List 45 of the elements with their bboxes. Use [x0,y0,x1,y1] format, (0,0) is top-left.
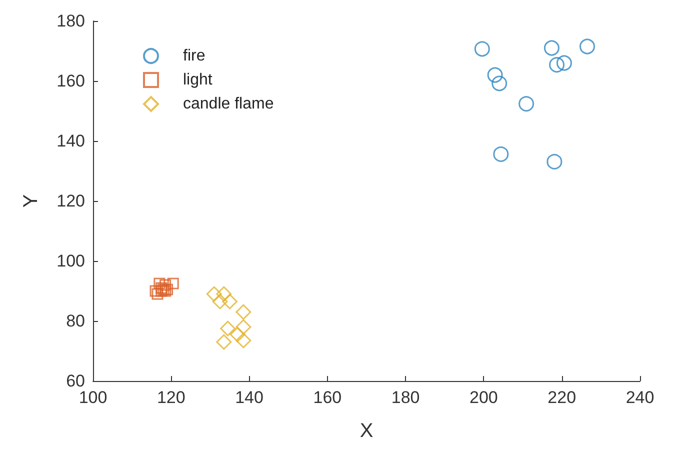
point [154,278,166,290]
x-tick-label: 100 [78,388,108,407]
x-axis-title: X [360,420,374,442]
legend-label: candle flame [183,96,274,112]
point [236,332,252,348]
point [230,326,246,342]
point [580,38,596,54]
y-tick-label: 140 [56,132,85,150]
point [487,67,503,83]
x-tick-label: 200 [470,388,498,407]
y-tick-label: 80 [66,312,85,330]
point [549,57,565,73]
point [152,288,164,300]
point [216,286,232,302]
x-tick-label: 180 [391,388,420,407]
point [474,41,490,57]
point [220,320,236,336]
x-tick-label: 160 [313,388,342,407]
y-axis-title: Y [20,194,42,208]
point [492,76,508,92]
point [556,55,572,71]
y-tick-label: 160 [56,72,85,90]
point [206,286,222,302]
point [150,285,162,297]
legend-label: fire [183,48,206,64]
y-tick-label: 120 [56,192,85,210]
x-tick-label: 120 [156,388,186,407]
point [518,96,534,112]
point [544,40,560,56]
y-tick-label: 100 [56,252,85,270]
x-tick-label: 140 [235,388,264,407]
point [493,146,509,162]
point [160,279,172,291]
legend-label: light [183,72,213,88]
y-tick-label: 180 [56,12,85,30]
point [236,304,252,320]
point [236,319,252,335]
x-tick-label: 240 [626,388,654,407]
point [212,294,228,310]
point [167,278,179,290]
y-tick-label: 60 [66,372,85,390]
point [546,154,562,170]
point [216,334,232,350]
point [222,294,238,310]
x-tick-label: 220 [548,388,576,407]
